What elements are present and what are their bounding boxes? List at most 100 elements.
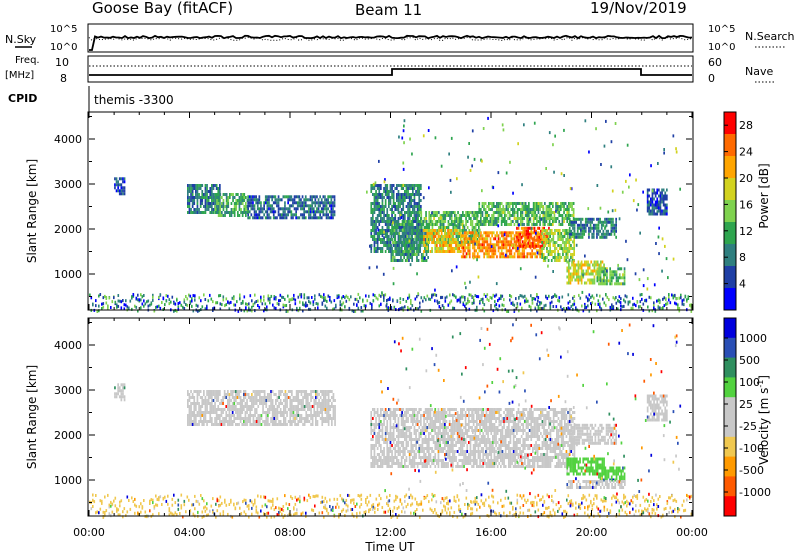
echo-cell xyxy=(389,250,392,253)
echo-cell xyxy=(372,214,374,217)
echo-cell xyxy=(465,286,467,290)
echo-cell xyxy=(540,244,542,248)
ground-scatter-cell xyxy=(666,302,669,306)
echo-cell xyxy=(552,250,555,253)
ground-scatter-cell xyxy=(168,513,171,517)
echo-cell xyxy=(400,238,402,241)
echo-cell xyxy=(292,198,294,202)
echo-cell xyxy=(237,199,239,202)
echo-cell xyxy=(396,232,399,235)
echo-cell xyxy=(427,256,429,259)
echo-cell xyxy=(519,232,521,236)
echo-cell xyxy=(529,208,532,211)
freq-series xyxy=(89,68,692,76)
echo-cell xyxy=(528,220,530,223)
echo-cell xyxy=(500,208,503,211)
echo-cell xyxy=(530,244,533,248)
echo-cell xyxy=(550,211,553,214)
echo-cell xyxy=(123,177,126,181)
ground-scatter-cell xyxy=(263,298,265,302)
echo-cell xyxy=(450,238,453,241)
echo-cell xyxy=(412,184,414,187)
echo-cell xyxy=(214,205,217,208)
echo-cell xyxy=(504,237,506,241)
echo-cell xyxy=(424,229,427,232)
echo-cell xyxy=(615,273,618,277)
ground-scatter-cell xyxy=(359,505,361,509)
echo-cell xyxy=(317,210,320,214)
echo-cell xyxy=(324,198,326,202)
ground-scatter-cell xyxy=(255,300,258,303)
ground-scatter-cell xyxy=(680,293,682,297)
ground-scatter-cell xyxy=(191,299,193,303)
echo-cell xyxy=(401,136,404,140)
echo-cell xyxy=(187,205,189,208)
echo-cell xyxy=(486,255,489,259)
echo-cell xyxy=(542,235,545,238)
echo-cell xyxy=(467,246,469,250)
ground-scatter-cell xyxy=(117,513,120,517)
echo-cell xyxy=(187,190,189,193)
echo-cell xyxy=(458,220,461,223)
echo-cell xyxy=(401,232,404,235)
echo-cell xyxy=(545,205,548,208)
echo-cell xyxy=(406,241,409,244)
echo-cell xyxy=(599,276,602,280)
echo-cell xyxy=(532,238,534,242)
echo-cell xyxy=(615,229,617,233)
echo-cell xyxy=(604,273,607,277)
echo-cell xyxy=(423,241,425,244)
echo-cell xyxy=(204,190,207,193)
echo-cell xyxy=(416,208,419,211)
echo-cell xyxy=(203,193,205,196)
echo-cell xyxy=(623,282,626,286)
echo-cell xyxy=(515,220,517,223)
ground-scatter-cell xyxy=(195,303,198,307)
echo-cell xyxy=(602,229,605,233)
ground-scatter-cell xyxy=(305,301,307,305)
ground-scatter-cell xyxy=(285,304,288,307)
echo-cell xyxy=(466,226,469,229)
echo-cell xyxy=(428,220,431,223)
ground-scatter-cell xyxy=(278,513,280,517)
ground-scatter-cell xyxy=(275,297,277,301)
ground-scatter-cell xyxy=(621,305,624,309)
ground-scatter-cell xyxy=(171,497,174,501)
echo-cell xyxy=(468,142,470,145)
colorbar-tick-label: 4 xyxy=(739,278,746,291)
ground-scatter-cell xyxy=(273,297,276,301)
ground-scatter-cell xyxy=(663,304,666,308)
ground-scatter-cell xyxy=(251,309,253,313)
ground-scatter-cell xyxy=(386,299,388,302)
echo-cell xyxy=(217,199,220,202)
echo-cell xyxy=(389,208,392,211)
ground-scatter-cell xyxy=(309,307,312,311)
echo-cell xyxy=(569,272,572,276)
echo-cell xyxy=(483,237,485,241)
ground-scatter-cell xyxy=(293,297,295,301)
ground-scatter-cell xyxy=(483,293,486,297)
echo-cell xyxy=(282,213,285,217)
echo-cell xyxy=(557,259,559,262)
echo-cell xyxy=(450,247,453,250)
echo-cell xyxy=(450,241,453,244)
ground-scatter-cell xyxy=(386,495,388,499)
echo-cell xyxy=(464,237,466,241)
echo-cell xyxy=(452,250,454,253)
echo-cell xyxy=(612,270,615,274)
echo-cell xyxy=(478,243,481,247)
echo-cell xyxy=(375,247,377,250)
ground-scatter-cell xyxy=(257,299,259,303)
echo-cell xyxy=(386,214,389,217)
ground-scatter-cell xyxy=(363,304,366,308)
echo-cell xyxy=(454,223,456,226)
echo-cell xyxy=(523,202,525,205)
echo-cell xyxy=(416,272,418,276)
echo-cell xyxy=(472,296,475,299)
ground-scatter-cell xyxy=(498,297,501,301)
echo-cell xyxy=(423,244,425,247)
echo-cell xyxy=(590,281,593,285)
echo-cell xyxy=(573,244,575,247)
echo-cell xyxy=(593,281,596,285)
echo-cell xyxy=(378,190,381,193)
